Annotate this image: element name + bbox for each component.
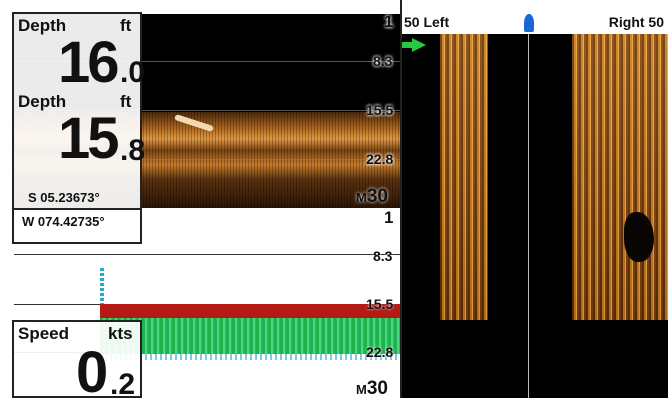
sonar-trace [100, 268, 104, 308]
down-scale-bottom: M30 [356, 186, 388, 207]
depth-unit: ft [120, 92, 132, 111]
divider [14, 208, 140, 210]
scale-line [14, 110, 400, 111]
depth-label: Depth [18, 16, 67, 35]
speed-label: Speed [18, 324, 70, 343]
down-scale-1: 8.3 [373, 53, 393, 69]
bottom-hardness-band [100, 304, 400, 318]
scale-line [14, 61, 400, 62]
depth-value: 16 [58, 30, 119, 95]
sonar-scale-2: 15.5 [366, 296, 394, 312]
sonar-scale-3: 22.8 [366, 344, 394, 360]
speed-value: 0 [76, 340, 108, 405]
depth-value: 15 [58, 106, 119, 171]
sonar-2d-view [14, 208, 400, 398]
bottom-structure-band [100, 318, 400, 360]
depth-label: Depth [18, 92, 67, 111]
down-scale-3: 22.8 [366, 151, 394, 167]
speed-unit: kts [108, 324, 133, 343]
speed-info-box: Speed kts 0 .2 [12, 320, 142, 402]
sonar-scale-bottom: M30 [356, 378, 388, 399]
scale-line [14, 254, 400, 255]
latitude-readout: S 05.23673° [28, 190, 100, 205]
sonar-scale-top: 1 [384, 208, 394, 227]
longitude-readout: W 074.42735° [22, 214, 105, 229]
depth-decimal: .0 [120, 56, 146, 89]
boat-icon [524, 14, 534, 32]
scale-line [14, 159, 400, 160]
side-imaging-header: 50 Left Right 50 [402, 12, 668, 34]
pane-divider [400, 0, 402, 398]
scroll-arrow-icon[interactable] [402, 38, 426, 52]
units-marker: M [356, 190, 367, 205]
down-scale-top: 1 [384, 12, 394, 31]
center-line [528, 34, 529, 398]
side-imaging-view: 50 Left Right 50 [402, 12, 668, 398]
depth-decimal: .8 [120, 134, 146, 167]
right-range-label: Right 50 [608, 14, 664, 30]
speed-decimal: .2 [110, 368, 136, 401]
right-side-return [572, 34, 668, 320]
left-range-label: 50 Left [404, 14, 450, 30]
depth-unit: ft [120, 16, 132, 35]
left-side-return [440, 34, 488, 320]
fish-shadow [624, 212, 654, 262]
depth-info-box: Depth ft 16 .0 Depth ft 15 .8 S 05.23673… [12, 12, 146, 244]
sonar-scale-1: 8.3 [373, 248, 393, 264]
down-scale-2: 15.5 [366, 102, 394, 118]
